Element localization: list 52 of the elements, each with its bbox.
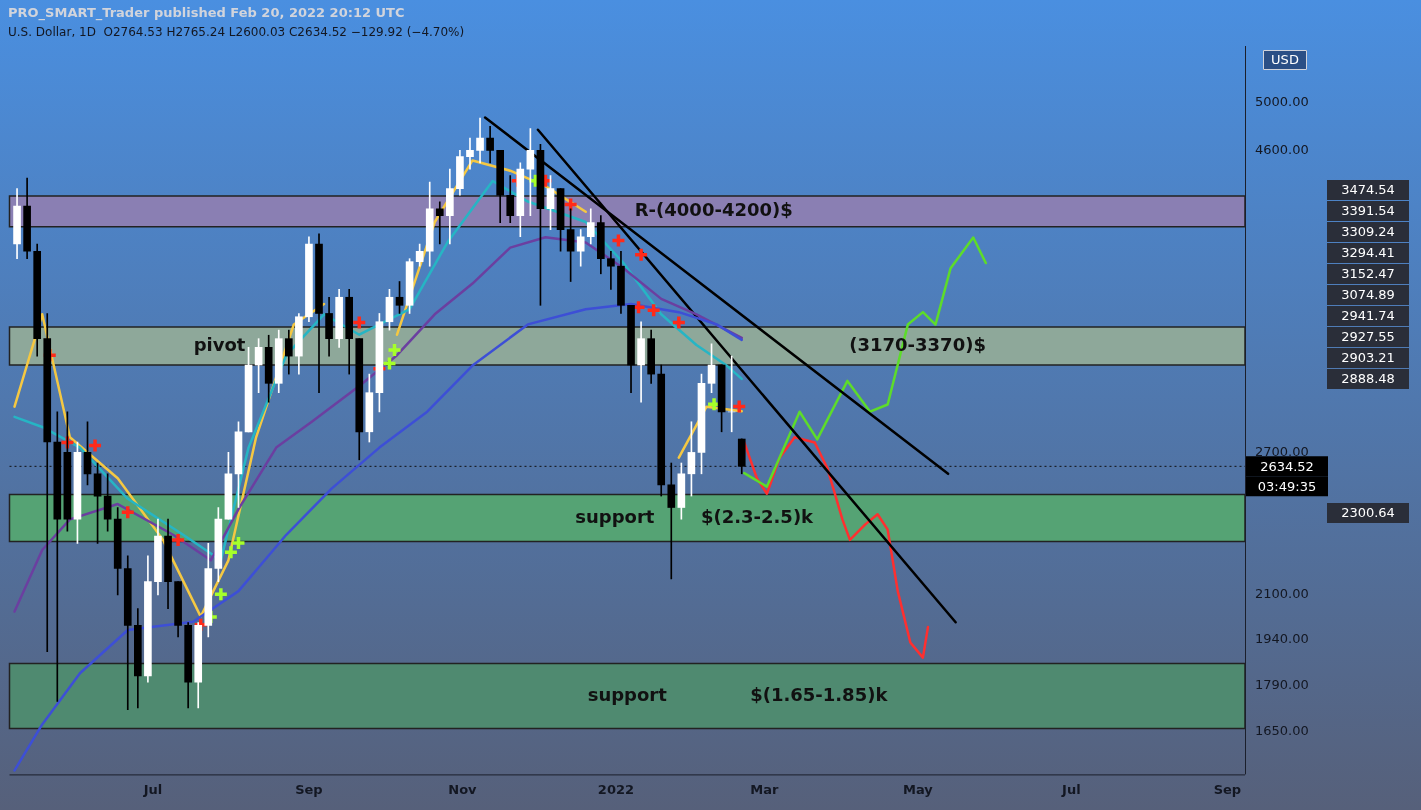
band-label: support: [575, 505, 655, 527]
band-label: R-(4000-4200)$: [634, 199, 793, 221]
point: [170, 532, 186, 548]
annotation: $(1.65-1.85)k: [750, 683, 889, 705]
text: 2300.64: [1341, 505, 1395, 521]
text: 3294.41: [1341, 245, 1395, 261]
band-label: pivot: [193, 333, 246, 355]
y-tick-label: 1940.00: [1255, 631, 1309, 647]
text: 2888.48: [1341, 371, 1395, 387]
chart-subtitle: U.S. Dollar, 1D O2764.53 H2765.24 L2600.03 C2634.52 −129.92 (−4.70%): [8, 24, 465, 39]
point: [230, 535, 247, 551]
text: 2903.21: [1341, 350, 1395, 366]
text: 03:49:35: [1257, 478, 1317, 494]
text: 3474.54: [1341, 182, 1395, 198]
text: 3074.89: [1341, 287, 1395, 303]
point: [610, 232, 627, 249]
point: [87, 437, 103, 454]
point: [351, 314, 368, 331]
y-tick-label: 2100.00: [1255, 586, 1309, 602]
x-tick-label: Sep: [1213, 781, 1242, 797]
point: [645, 302, 662, 319]
x-tick-label: Nov: [448, 781, 478, 797]
y-tick-label: 4600.00: [1255, 141, 1309, 157]
band-label: support: [587, 683, 668, 705]
point: [633, 247, 649, 263]
point: [671, 314, 687, 331]
chart-title: PRO_SMART_Trader published Feb 20, 2022 20:12 UTC: [8, 5, 405, 22]
text: 3309.24: [1341, 224, 1395, 240]
x-tick-label: 2022: [597, 781, 635, 797]
text: 2941.74: [1341, 308, 1395, 324]
y-tick-label: 1790.00: [1255, 676, 1309, 692]
point: [562, 196, 579, 213]
point: [381, 355, 398, 372]
x-tick-label: May: [902, 781, 934, 797]
y-tick-label: 5000.00: [1255, 94, 1309, 110]
y-tick-label: 1650.00: [1255, 722, 1309, 738]
point: [213, 586, 229, 603]
point: [731, 398, 747, 415]
point: [120, 504, 136, 520]
x-tick-label: Jul: [142, 781, 163, 797]
text: 2927.55: [1341, 329, 1395, 345]
annotation: $(2.3-2.5)k: [700, 505, 815, 527]
point: [223, 544, 239, 561]
y-tick-label: 2700.00: [1255, 443, 1309, 459]
ref-line-label: 2634.52: [1260, 458, 1314, 474]
x-tick-label: Jul: [1061, 781, 1081, 797]
x-tick-label: Mar: [750, 781, 780, 797]
x-tick-label: Sep: [295, 781, 323, 797]
text: 3152.47: [1341, 266, 1395, 282]
text: USD: [1271, 52, 1299, 68]
point: [386, 342, 403, 358]
text: 3391.54: [1341, 203, 1395, 219]
